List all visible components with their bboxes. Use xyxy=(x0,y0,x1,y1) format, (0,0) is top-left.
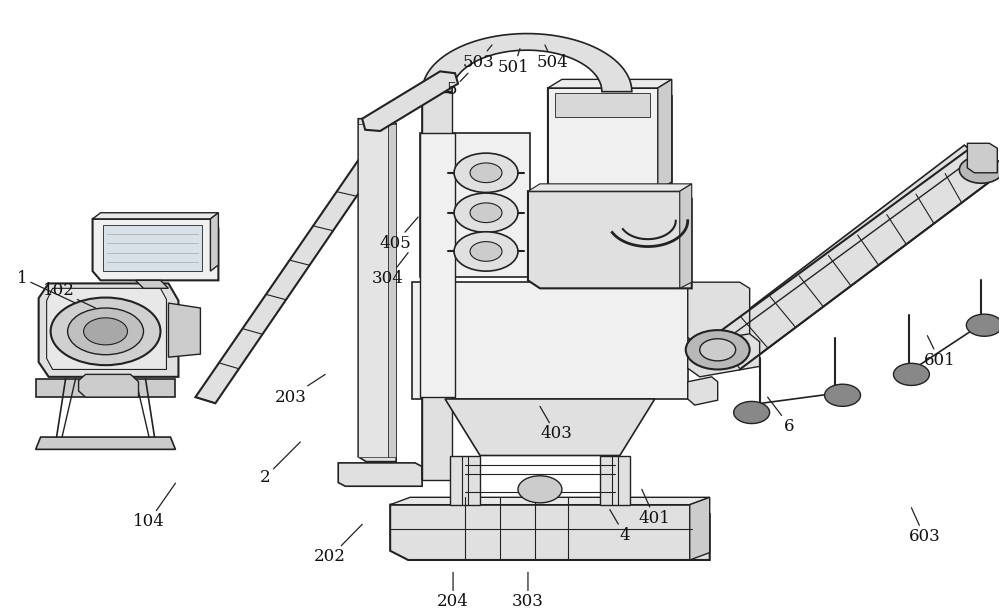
Text: 601: 601 xyxy=(924,336,955,369)
Circle shape xyxy=(51,298,160,365)
Polygon shape xyxy=(39,283,178,377)
Polygon shape xyxy=(390,497,710,505)
Text: 203: 203 xyxy=(274,375,325,405)
Circle shape xyxy=(68,308,143,355)
Text: 1: 1 xyxy=(17,270,76,303)
Text: 102: 102 xyxy=(43,282,96,308)
Polygon shape xyxy=(168,303,200,357)
Polygon shape xyxy=(79,375,139,397)
Polygon shape xyxy=(195,158,380,403)
Polygon shape xyxy=(412,282,688,399)
Polygon shape xyxy=(528,184,692,191)
Text: 4: 4 xyxy=(610,509,630,544)
Circle shape xyxy=(825,384,860,407)
Polygon shape xyxy=(338,463,422,486)
Polygon shape xyxy=(362,71,458,131)
Circle shape xyxy=(966,314,1000,336)
Text: 6: 6 xyxy=(768,397,795,434)
Circle shape xyxy=(470,203,502,222)
Polygon shape xyxy=(712,145,989,370)
Text: 104: 104 xyxy=(133,483,175,530)
Circle shape xyxy=(893,363,929,386)
Polygon shape xyxy=(358,119,396,461)
Polygon shape xyxy=(445,399,655,455)
Polygon shape xyxy=(358,124,388,456)
Polygon shape xyxy=(600,455,630,505)
Polygon shape xyxy=(450,455,480,505)
Text: 504: 504 xyxy=(537,45,569,71)
Circle shape xyxy=(518,476,562,503)
Text: 304: 304 xyxy=(372,253,408,287)
Polygon shape xyxy=(47,288,166,370)
Polygon shape xyxy=(388,124,396,456)
Polygon shape xyxy=(690,497,710,560)
Text: 603: 603 xyxy=(909,508,940,545)
Circle shape xyxy=(470,163,502,182)
Circle shape xyxy=(700,339,736,361)
Polygon shape xyxy=(93,213,218,219)
Circle shape xyxy=(470,241,502,261)
Text: 303: 303 xyxy=(512,572,544,610)
Circle shape xyxy=(686,330,750,370)
Polygon shape xyxy=(688,334,760,377)
Polygon shape xyxy=(548,79,672,88)
Polygon shape xyxy=(420,133,455,397)
Bar xyxy=(555,93,650,118)
Circle shape xyxy=(959,156,1000,183)
Circle shape xyxy=(454,232,518,271)
Circle shape xyxy=(84,318,128,345)
Polygon shape xyxy=(422,34,632,92)
Polygon shape xyxy=(390,505,710,560)
Polygon shape xyxy=(93,219,218,280)
Text: 5: 5 xyxy=(447,73,468,99)
Polygon shape xyxy=(422,92,452,480)
Polygon shape xyxy=(36,437,175,449)
Polygon shape xyxy=(528,191,692,288)
Circle shape xyxy=(734,402,770,424)
Polygon shape xyxy=(680,184,692,288)
Polygon shape xyxy=(136,280,168,288)
Text: 403: 403 xyxy=(540,407,572,442)
Text: 401: 401 xyxy=(639,489,671,527)
Text: 204: 204 xyxy=(437,572,469,610)
Text: 202: 202 xyxy=(314,524,362,565)
Polygon shape xyxy=(420,133,530,277)
Text: 405: 405 xyxy=(379,217,418,252)
Circle shape xyxy=(454,153,518,192)
Polygon shape xyxy=(688,282,750,345)
Text: 2: 2 xyxy=(260,442,300,485)
Polygon shape xyxy=(967,144,997,172)
Polygon shape xyxy=(602,92,632,237)
Text: 501: 501 xyxy=(498,49,530,76)
Bar xyxy=(103,225,202,271)
Polygon shape xyxy=(658,79,672,190)
Text: 503: 503 xyxy=(462,45,494,71)
Polygon shape xyxy=(210,213,218,271)
Circle shape xyxy=(454,193,518,232)
Polygon shape xyxy=(548,88,672,191)
Polygon shape xyxy=(688,377,718,405)
Polygon shape xyxy=(36,379,175,397)
